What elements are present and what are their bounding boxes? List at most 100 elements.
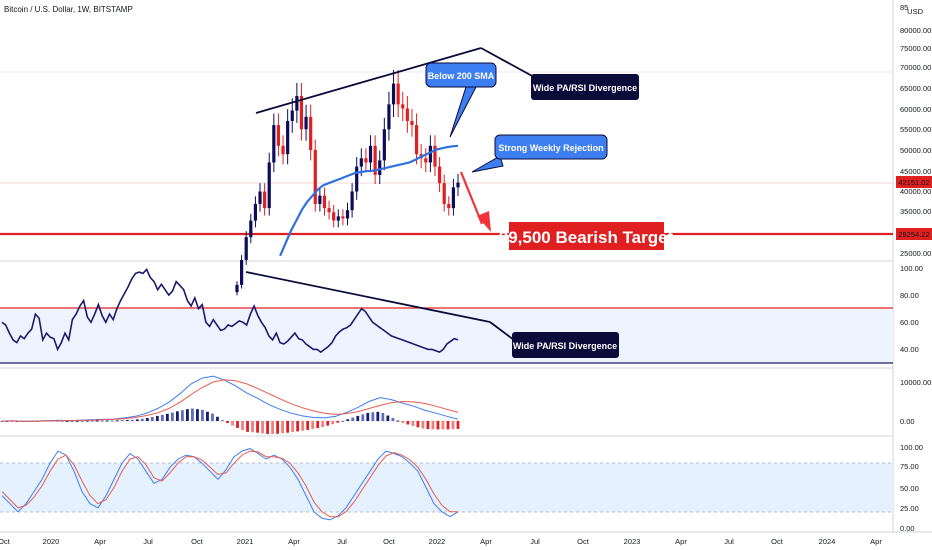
candle-body	[249, 220, 253, 238]
price-tick: 35000.00	[900, 207, 931, 216]
callout-bearish-target-text: 29,500 Bearish Target	[499, 228, 674, 247]
rsi-band	[0, 309, 893, 363]
candle-body	[313, 150, 317, 204]
macd-hist-bar	[416, 421, 420, 428]
price-trendline[interactable]	[255, 47, 482, 114]
rsi-tick: 60.00	[900, 318, 919, 327]
macd-hist-bar	[406, 421, 410, 425]
candle-body	[447, 203, 451, 209]
macd-hist-bar	[145, 418, 149, 421]
macd-hist-bar	[251, 421, 254, 433]
sma-200-line	[279, 144, 459, 257]
macd-hist-bar	[346, 419, 350, 421]
macd-hist-bar	[170, 412, 174, 421]
macd-hist-bar	[125, 419, 129, 421]
candle-body	[428, 145, 432, 163]
candle-body	[295, 96, 299, 111]
candle-body	[290, 110, 294, 121]
stoch-band	[0, 463, 893, 512]
callout-rejection-pointer	[471, 155, 504, 173]
time-tick: Apr	[94, 537, 106, 546]
time-tick: Oct	[0, 537, 11, 546]
macd-hist-bar	[371, 412, 375, 421]
macd-axis: 10000.00 0.00	[900, 378, 931, 426]
candle-body	[437, 166, 442, 184]
macd-hist-bar	[351, 417, 355, 421]
candlestick-series	[235, 69, 460, 296]
macd-hist-bar	[306, 421, 310, 430]
candle-body	[451, 187, 455, 209]
last-price-badge	[896, 176, 932, 188]
macd-hist-bar	[336, 421, 340, 423]
time-tick: Jul	[337, 537, 347, 546]
candle-body	[387, 104, 391, 130]
macd-hist-bar	[331, 421, 335, 425]
time-tick: 2024	[819, 537, 836, 546]
macd-hist-bar	[266, 421, 269, 434]
time-tick: Oct	[383, 537, 396, 546]
macd-hist-bar	[431, 421, 435, 430]
callout-divergence-top-text: Wide PA/RSI Divergence	[533, 83, 637, 93]
time-axis[interactable]: Oct 2020 Apr Jul Oct 2021 Apr Jul Oct 2022 Apr Jul O…	[0, 537, 882, 546]
macd-hist-bar	[246, 421, 249, 432]
stoch-tick: 50.00	[900, 484, 919, 493]
target-price-label: 29254.22	[898, 230, 929, 239]
rsi-axis: 100.00 80.00 60.00 40.00	[900, 264, 923, 354]
stoch-d-line	[1, 450, 458, 518]
price-tick: 70000.00	[900, 63, 931, 72]
time-tick: Jul	[530, 537, 540, 546]
macd-hist-bar	[361, 414, 365, 421]
macd-hist-bar	[155, 415, 159, 421]
candle-body	[322, 195, 327, 209]
price-tick: 80000.00	[900, 26, 931, 35]
candle-body	[286, 120, 290, 155]
time-tick: Apr	[675, 537, 687, 546]
macd-hist-bar	[321, 421, 325, 428]
macd-hist-bar	[231, 421, 234, 426]
macd-hist-bar	[426, 421, 430, 430]
price-tick: 75000.00	[900, 44, 931, 53]
price-axis[interactable]: 85 80000.00 75000.00 70000.00 65000.00 60000.…	[900, 3, 931, 258]
time-tick: Apr	[480, 537, 492, 546]
macd-tick: 10000.00	[900, 378, 931, 387]
macd-hist-bar	[206, 411, 209, 421]
macd-hist-bar	[256, 421, 259, 433]
macd-hist-bar	[85, 420, 89, 422]
callout-below-sma	[425, 62, 497, 88]
price-tick: 85	[900, 3, 908, 12]
macd-hist-bar	[110, 420, 114, 422]
macd-hist-bar	[396, 420, 400, 422]
stoch-tick: 100.00	[900, 443, 923, 452]
stoch-axis: 100.00 75.00 50.00 25.00 0.00	[900, 443, 923, 533]
macd-hist-bar	[135, 419, 139, 421]
macd-hist-bar	[356, 415, 360, 421]
stoch-tick: 25.00	[900, 504, 919, 513]
macd-hist-bar	[186, 409, 189, 421]
macd-hist-bar	[140, 418, 144, 421]
price-tick: 25000.00	[900, 249, 931, 258]
callout-divergence-rsi	[512, 332, 619, 358]
bearish-arrow-shaft	[459, 171, 484, 225]
candle-body	[267, 162, 271, 209]
macd-tick: 0.00	[900, 417, 915, 426]
candle-body	[327, 208, 331, 213]
macd-hist-bar	[165, 413, 169, 421]
macd-hist-bar	[90, 420, 94, 422]
macd-hist-bar	[296, 421, 300, 432]
candle-body	[258, 191, 262, 204]
time-tick: Apr	[288, 537, 300, 546]
macd-hist-bar	[316, 421, 320, 429]
rsi-line	[1, 267, 459, 354]
callout-sma-pointer	[449, 86, 477, 138]
candle-body	[244, 237, 248, 260]
macd-hist-bar	[80, 420, 84, 422]
macd-hist-bar	[226, 421, 229, 424]
macd-hist-bar	[381, 412, 385, 421]
time-tick: Oct	[771, 537, 784, 546]
macd-hist-bar	[160, 414, 164, 421]
candle-body	[405, 108, 409, 121]
time-tick: 2023	[624, 537, 641, 546]
macd-hist-bar	[180, 410, 184, 421]
rsi-trendline[interactable]	[245, 271, 491, 323]
